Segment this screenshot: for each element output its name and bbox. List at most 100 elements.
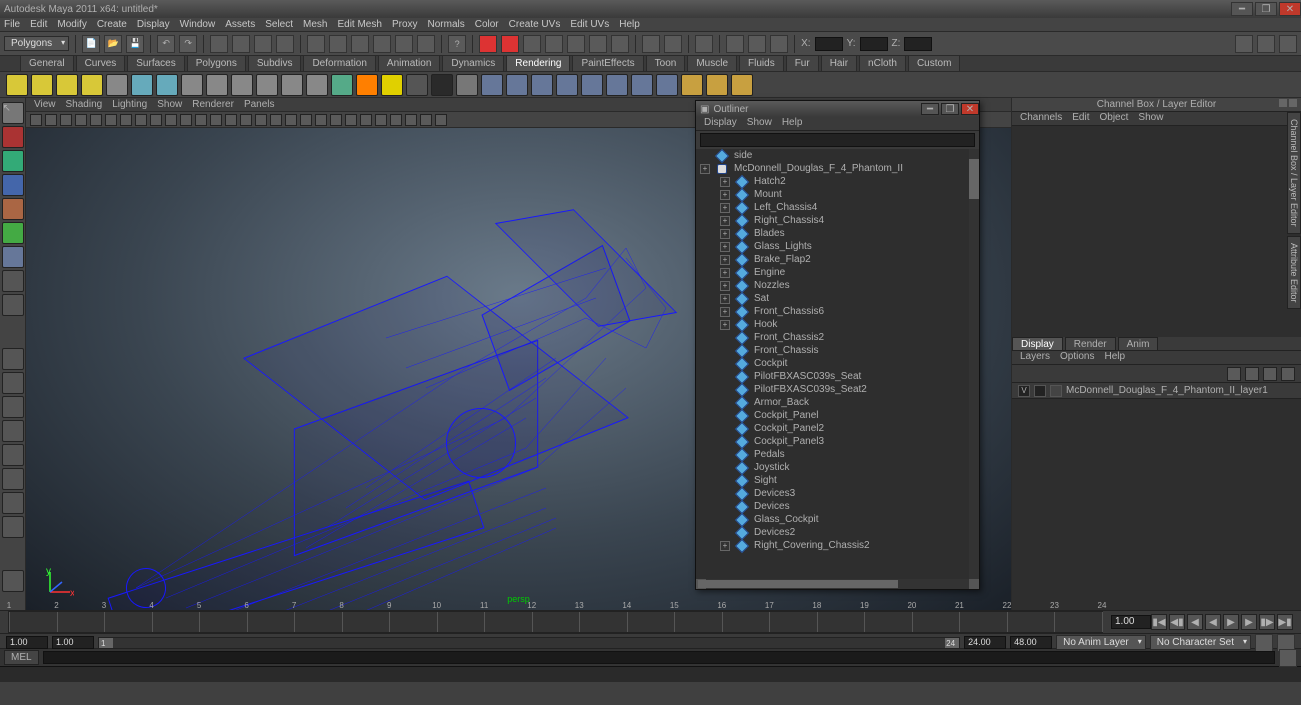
shelf-icon-25[interactable] <box>631 74 653 96</box>
panel-tool-icon-7[interactable] <box>135 114 147 126</box>
menu-window[interactable]: Window <box>180 19 216 30</box>
shelf-tab-subdivs[interactable]: Subdivs <box>248 55 302 71</box>
shelf-icon-2[interactable] <box>56 74 78 96</box>
tree-row[interactable]: Sight <box>696 474 979 487</box>
save-scene-icon[interactable]: 💾 <box>126 35 144 53</box>
shelf-icon-18[interactable] <box>456 74 478 96</box>
expand-icon[interactable]: + <box>720 307 730 317</box>
panel-tool-icon-9[interactable] <box>165 114 177 126</box>
range-slider[interactable]: 1 24 <box>98 637 960 649</box>
panel-tool-icon-22[interactable] <box>360 114 372 126</box>
tree-row[interactable]: side <box>696 149 979 162</box>
shelf-tab-curves[interactable]: Curves <box>76 55 126 71</box>
shelf-icon-7[interactable] <box>181 74 203 96</box>
snap-curve-icon[interactable] <box>329 35 347 53</box>
tree-row[interactable]: +Nozzles <box>696 279 979 292</box>
panel-tool-icon-2[interactable] <box>60 114 72 126</box>
snap-plane-icon[interactable] <box>373 35 391 53</box>
shelf-icon-0[interactable] <box>6 74 28 96</box>
panel-tool-icon-20[interactable] <box>330 114 342 126</box>
expand-icon[interactable]: + <box>720 320 730 330</box>
script-editor-button[interactable] <box>1279 649 1297 667</box>
z-field[interactable] <box>904 37 932 51</box>
panel-menu-shading[interactable]: Shading <box>66 99 103 110</box>
panel-tool-icon-18[interactable] <box>300 114 312 126</box>
menu-create-uvs[interactable]: Create UVs <box>509 19 561 30</box>
layer-sub-help[interactable]: Help <box>1104 351 1125 364</box>
outliner-scrollbar[interactable] <box>969 149 979 579</box>
shelf-tab-fluids[interactable]: Fluids <box>739 55 784 71</box>
layout-persp-icon[interactable] <box>2 420 24 442</box>
panel-menu-view[interactable]: View <box>34 99 56 110</box>
range-in-field[interactable]: 1.00 <box>52 636 94 649</box>
expand-icon[interactable]: + <box>720 203 730 213</box>
tree-row[interactable]: PilotFBXASC039s_Seat2 <box>696 383 979 396</box>
layer-up-icon[interactable] <box>1245 367 1259 381</box>
cb-tab-object[interactable]: Object <box>1100 112 1129 125</box>
panel-tool-icon-14[interactable] <box>240 114 252 126</box>
panel-tool-icon-19[interactable] <box>315 114 327 126</box>
panel-tool-icon-15[interactable] <box>255 114 267 126</box>
panel-tool-icon-3[interactable] <box>75 114 87 126</box>
panel-tool-icon-1[interactable] <box>45 114 57 126</box>
script-editor-icon[interactable] <box>2 570 24 592</box>
help-icon[interactable]: ? <box>448 35 466 53</box>
character-set-dropdown[interactable]: No Character Set <box>1150 635 1251 650</box>
expand-icon[interactable]: + <box>700 164 710 174</box>
range-out-field[interactable]: 24.00 <box>964 636 1006 649</box>
expand-icon[interactable]: + <box>720 229 730 239</box>
panel-tool-icon-11[interactable] <box>195 114 207 126</box>
tree-row[interactable]: +Right_Covering_Chassis2 <box>696 539 979 552</box>
shelf-tab-surfaces[interactable]: Surfaces <box>127 55 184 71</box>
layer-template-checkbox[interactable] <box>1034 385 1046 397</box>
play-forward-button[interactable]: ▶ <box>1223 614 1239 630</box>
expand-icon[interactable]: + <box>720 541 730 551</box>
hscroll-right-icon[interactable] <box>969 579 979 589</box>
tree-row[interactable]: +Blades <box>696 227 979 240</box>
shelf-icon-28[interactable] <box>706 74 728 96</box>
tree-row[interactable]: Cockpit_Panel <box>696 409 979 422</box>
tree-row[interactable]: +Hook <box>696 318 979 331</box>
panel-tool-icon-26[interactable] <box>420 114 432 126</box>
outliner-maximize-button[interactable]: ❐ <box>941 103 959 115</box>
manip-tool-icon[interactable] <box>2 246 24 268</box>
tree-row[interactable]: +Mount <box>696 188 979 201</box>
panel-tool-icon-13[interactable] <box>225 114 237 126</box>
shelf-icon-9[interactable] <box>231 74 253 96</box>
shelf-tab-deformation[interactable]: Deformation <box>303 55 375 71</box>
menu-select[interactable]: Select <box>265 19 293 30</box>
soft-tool-icon[interactable] <box>2 270 24 292</box>
range-start-field[interactable]: 1.00 <box>6 636 48 649</box>
side-tab-attribute[interactable]: Attribute Editor <box>1287 236 1301 310</box>
shelf-icon-12[interactable] <box>306 74 328 96</box>
key-forward-button[interactable]: ▶ <box>1241 614 1257 630</box>
panel-menu-renderer[interactable]: Renderer <box>192 99 234 110</box>
move-tool-icon[interactable] <box>2 174 24 196</box>
construction-history-icon[interactable] <box>695 35 713 53</box>
shelf-icon-4[interactable] <box>106 74 128 96</box>
ui-element-icon-1[interactable] <box>1235 35 1253 53</box>
shelf-icon-3[interactable] <box>81 74 103 96</box>
layer-sub-options[interactable]: Options <box>1060 351 1094 364</box>
panel-tool-icon-4[interactable] <box>90 114 102 126</box>
side-tab-channelbox[interactable]: Channel Box / Layer Editor <box>1287 112 1301 234</box>
panel-tool-icon-12[interactable] <box>210 114 222 126</box>
menu-create[interactable]: Create <box>97 19 127 30</box>
tree-row[interactable]: +Hatch2 <box>696 175 979 188</box>
cb-tab-edit[interactable]: Edit <box>1072 112 1089 125</box>
range-end-field[interactable]: 48.00 <box>1010 636 1052 649</box>
menu-file[interactable]: File <box>4 19 20 30</box>
expand-icon[interactable]: + <box>720 216 730 226</box>
shelf-icon-23[interactable] <box>581 74 603 96</box>
layout-graph-icon[interactable] <box>2 468 24 490</box>
quick-layout-icon[interactable] <box>726 35 744 53</box>
y-field[interactable] <box>860 37 888 51</box>
menu-edit-mesh[interactable]: Edit Mesh <box>337 19 381 30</box>
tree-row[interactable]: Joystick <box>696 461 979 474</box>
select-tool-icon[interactable]: ↖ <box>2 102 24 124</box>
ui-element-icon-2[interactable] <box>1257 35 1275 53</box>
tree-row[interactable]: Cockpit_Panel3 <box>696 435 979 448</box>
stop-render-icon[interactable] <box>611 35 629 53</box>
shelf-tab-muscle[interactable]: Muscle <box>687 55 737 71</box>
outliner-menu-display[interactable]: Display <box>704 117 737 130</box>
